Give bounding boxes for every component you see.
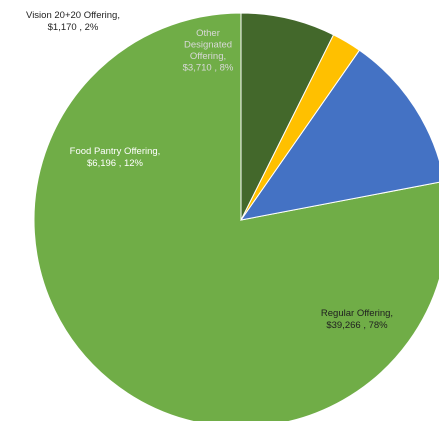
pie-slice-regular-offering [33, 12, 439, 421]
pie-slice-food-pantry-offering [239, 49, 439, 221]
pie-slice-other-designated-offering [240, 12, 335, 221]
data-label-food-pantry-offering: Food Pantry Offering, $6,196 , 12% [70, 146, 161, 169]
data-label-other-designated-offering: Other Designated Offering, $3,710 , 8% [183, 28, 234, 74]
data-label-line: Designated [184, 40, 232, 51]
data-label-line: Other [196, 28, 220, 39]
data-label-line: $39,266 , 78% [326, 320, 388, 331]
pie-slices [33, 12, 439, 421]
data-label-line: $1,170 , 2% [48, 22, 99, 33]
data-label-line: Vision 20+20 Offering, [26, 10, 120, 21]
data-label-line: Food Pantry Offering, [70, 146, 161, 157]
data-label-line: $6,196 , 12% [87, 158, 144, 169]
data-label-regular-offering: Regular Offering, $39,266 , 78% [321, 308, 393, 331]
data-label-line: Offering, [190, 51, 226, 62]
data-label-vision-20-20-offering: Vision 20+20 Offering, $1,170 , 2% [26, 10, 120, 33]
pie-data-labels: Regular Offering, $39,266 , 78% Food Pantr… [26, 10, 393, 331]
data-label-line: $3,710 , 8% [183, 63, 234, 74]
data-label-line: Regular Offering, [321, 308, 393, 319]
